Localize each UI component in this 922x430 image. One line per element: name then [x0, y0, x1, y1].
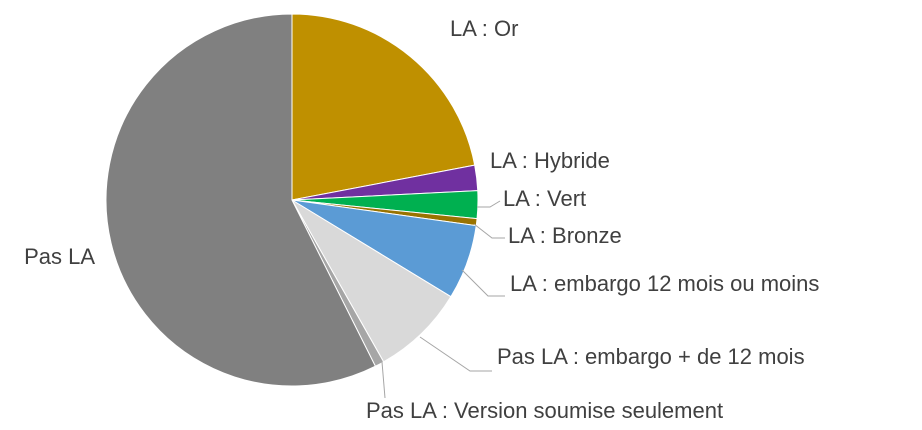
- slice-label: LA : Bronze: [508, 223, 622, 248]
- leader-line: [477, 200, 501, 208]
- pie-slice: [290, 198, 452, 363]
- pie-slice: [291, 13, 476, 201]
- slice-label: LA : Or: [450, 16, 518, 41]
- slice-label: LA : Hybride: [490, 148, 610, 173]
- leader-line: [461, 269, 505, 297]
- leader-line: [473, 223, 505, 239]
- slice-label: LA : embargo 12 mois ou moins: [510, 271, 819, 296]
- slice-label: Pas LA : Version soumise seulement: [366, 398, 723, 423]
- slice-label: Pas LA: [24, 244, 95, 269]
- leader-line: [381, 361, 386, 399]
- leader-line: [419, 336, 492, 372]
- slice-label: Pas LA : embargo + de 12 mois: [497, 344, 805, 369]
- slice-label: LA : Vert: [503, 186, 586, 211]
- pie-slice: [105, 13, 377, 387]
